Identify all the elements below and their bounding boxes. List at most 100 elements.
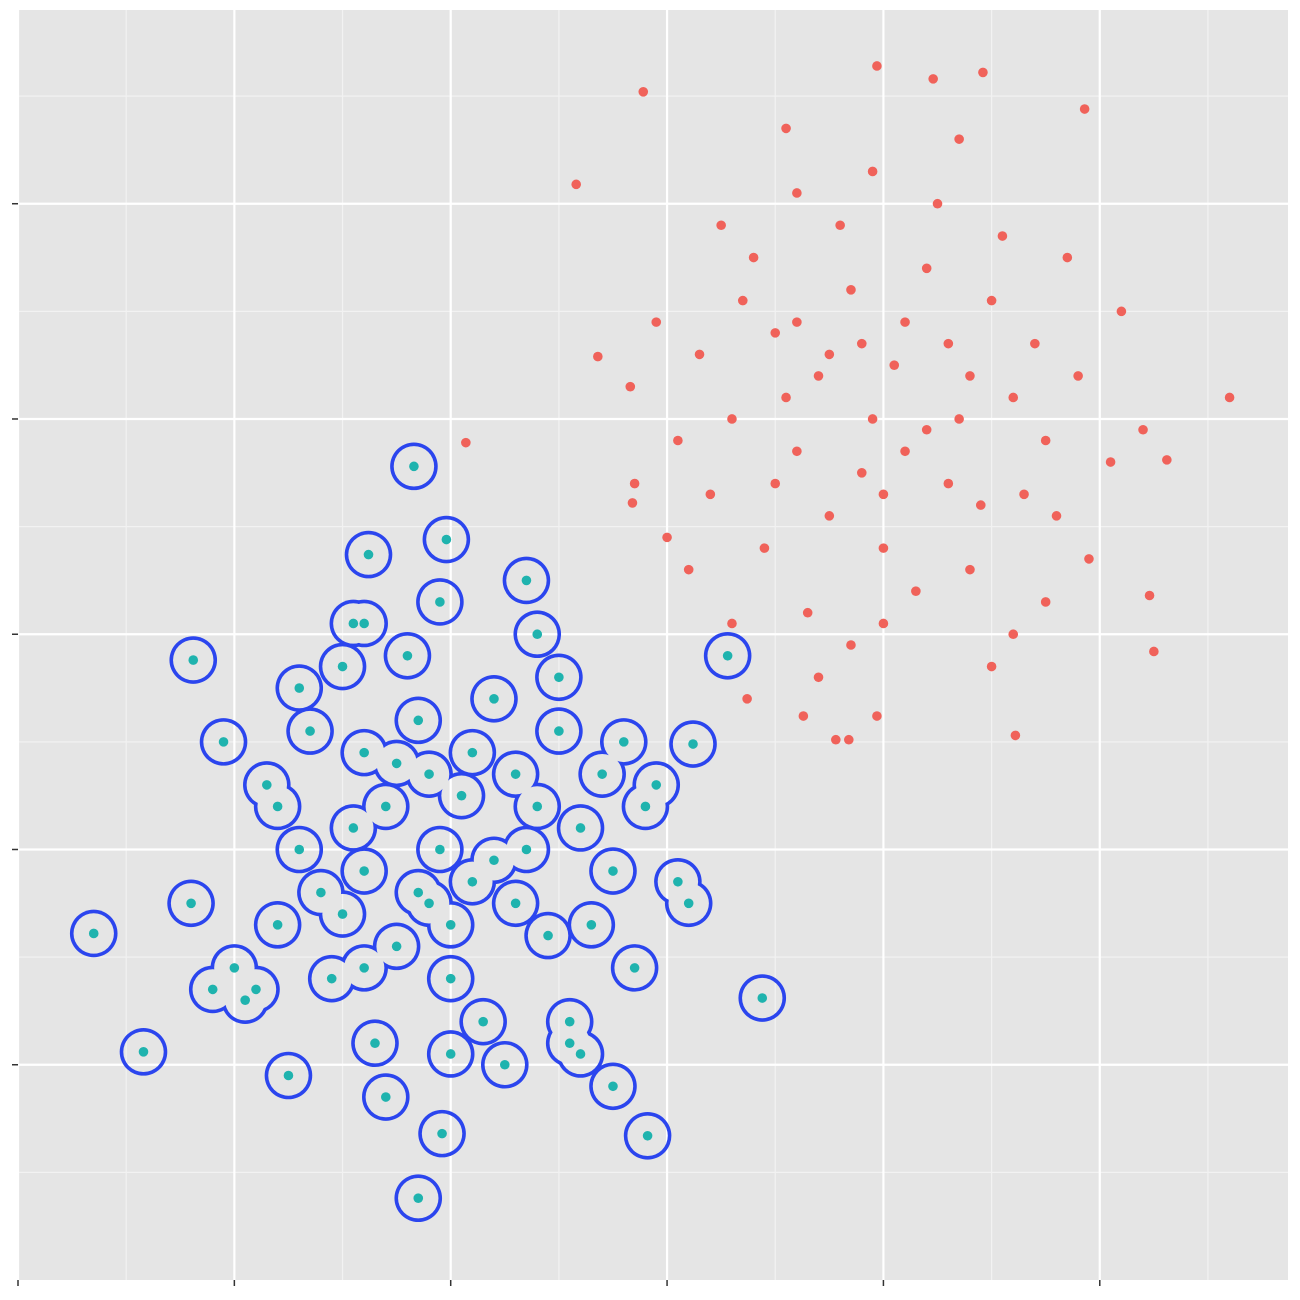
point [499,1059,510,1070]
point [305,726,315,736]
point [435,844,445,855]
point [831,734,841,745]
point [88,928,99,939]
point [673,876,683,887]
point [1162,455,1172,465]
point [188,655,199,665]
point [402,650,413,661]
point [593,351,603,362]
point [413,1193,424,1204]
point [844,734,854,745]
point [878,543,889,553]
point [1138,424,1148,435]
point [186,898,196,909]
point [409,461,419,472]
point [629,478,640,489]
point [348,823,359,833]
point [597,769,607,779]
point [445,1049,456,1059]
point [813,371,824,381]
point [629,963,640,973]
point [608,1081,618,1092]
point [878,618,889,629]
point [1040,435,1051,446]
point [798,711,809,721]
point [251,984,261,995]
point [618,737,629,747]
point [705,489,716,500]
point [489,694,499,704]
point [294,683,305,693]
point [478,1016,488,1027]
point [359,747,369,758]
point [456,790,467,801]
point [759,543,770,553]
point [954,414,964,424]
point [1084,554,1094,564]
point [272,801,283,812]
point [727,414,737,424]
point [1073,371,1083,381]
point [391,941,402,952]
point [640,801,651,812]
point [424,769,434,779]
point [461,437,471,448]
point [1079,104,1090,114]
point [1008,392,1019,403]
point [413,887,424,898]
point [1051,511,1062,521]
point [683,898,694,909]
point [445,920,456,930]
point [337,661,348,672]
point [781,392,791,403]
point [441,534,452,545]
point [802,607,813,618]
point [846,285,856,295]
point [792,317,802,327]
hull-outline [18,10,1288,1280]
point [337,909,348,919]
point [835,220,845,231]
point [445,973,456,984]
point [262,780,272,790]
point [532,629,543,640]
point [757,993,768,1003]
point [437,1128,447,1139]
point [229,963,240,973]
point [688,739,698,749]
point [1030,338,1040,349]
point [554,726,564,736]
point [943,478,954,489]
point [272,920,283,930]
point [943,338,954,349]
point [872,61,882,71]
point [986,295,997,306]
point [424,898,434,909]
point [1149,646,1159,657]
point [748,252,759,263]
point [627,498,638,508]
point [571,179,581,190]
point [207,984,218,995]
point [673,435,683,446]
point [326,973,337,984]
point [921,263,932,274]
point [381,801,391,812]
point [975,500,986,510]
point [662,532,672,543]
point [1144,590,1155,601]
point [856,467,867,478]
point [521,575,532,586]
point [965,564,975,575]
point [770,478,781,489]
point [997,231,1008,241]
point [792,446,802,457]
point [986,661,997,672]
point [1105,457,1116,467]
point [921,424,932,435]
point [742,694,752,704]
point [532,801,543,812]
point [564,1016,575,1027]
